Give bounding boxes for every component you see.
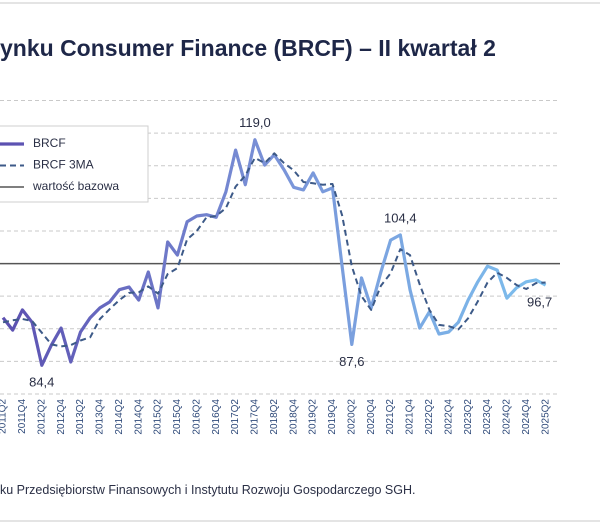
x-tick-label: 2012Q4 xyxy=(56,399,67,435)
x-tick-label: 2014Q4 xyxy=(133,399,144,435)
legend-label: BRCF 3MA xyxy=(33,158,94,172)
footer: ku Przedsiębiorstw Finansowych i Instytu… xyxy=(0,483,415,497)
series-line xyxy=(2,152,546,348)
x-tick-label: 2017Q4 xyxy=(250,399,261,435)
x-tick-label: 2013Q2 xyxy=(75,399,86,435)
x-tick-label: 2019Q4 xyxy=(327,399,338,435)
x-tick-label: 2011Q4 xyxy=(17,399,28,434)
x-tick-label: 2024Q2 xyxy=(502,399,513,435)
data-label: 96,7 xyxy=(527,295,552,310)
data-label: 104,4 xyxy=(384,210,417,225)
legend: BRCF BRCF 3MA wartość bazowa xyxy=(0,125,149,203)
x-tick-label: 2021Q4 xyxy=(405,399,416,435)
x-tick-label: 2023Q4 xyxy=(482,399,493,435)
chart-title: ynku Consumer Finance (BRCF) – II kwarta… xyxy=(0,35,496,61)
legend-label: BRCF xyxy=(33,136,66,150)
data-label: 84,4 xyxy=(29,375,54,390)
x-tick-label: 2015Q2 xyxy=(153,399,164,435)
plot: 2011Q2 2011Q4 2012Q2 2012Q4 2013Q2 2013Q4 2014… xyxy=(0,100,560,435)
x-tick-label: 2015Q4 xyxy=(172,399,183,435)
x-tick-label: 2017Q2 xyxy=(230,399,241,435)
data-label: 87,6 xyxy=(339,354,364,369)
x-tick-label: 2014Q2 xyxy=(114,399,125,435)
x-tick-label: 2018Q4 xyxy=(288,399,299,435)
x-tick-label: 2024Q4 xyxy=(521,399,532,435)
legend-box xyxy=(0,125,149,203)
x-tick-label: 2018Q2 xyxy=(269,399,280,435)
x-tick-label: 2016Q4 xyxy=(211,399,222,435)
x-tick-label: 2021Q2 xyxy=(385,399,396,435)
x-tick-label: 2019Q2 xyxy=(308,399,319,435)
x-tick-label: 2020Q2 xyxy=(346,399,357,435)
x-tick-label: 2025Q2 xyxy=(540,399,551,435)
x-tick-label: 2022Q2 xyxy=(424,399,435,435)
x-tick-label: 2011Q2 xyxy=(0,399,9,434)
x-tick-label: 2012Q2 xyxy=(36,399,47,435)
legend-label: wartość bazowa xyxy=(32,179,119,193)
x-tick-label: 2016Q2 xyxy=(191,399,202,435)
x-tick-label: 2022Q4 xyxy=(443,399,454,435)
x-tick-label: 2013Q4 xyxy=(95,399,106,435)
data-label: 119,0 xyxy=(239,115,271,130)
x-tick-label: 2023Q2 xyxy=(463,399,474,435)
x-tick-label: 2020Q4 xyxy=(366,399,377,435)
